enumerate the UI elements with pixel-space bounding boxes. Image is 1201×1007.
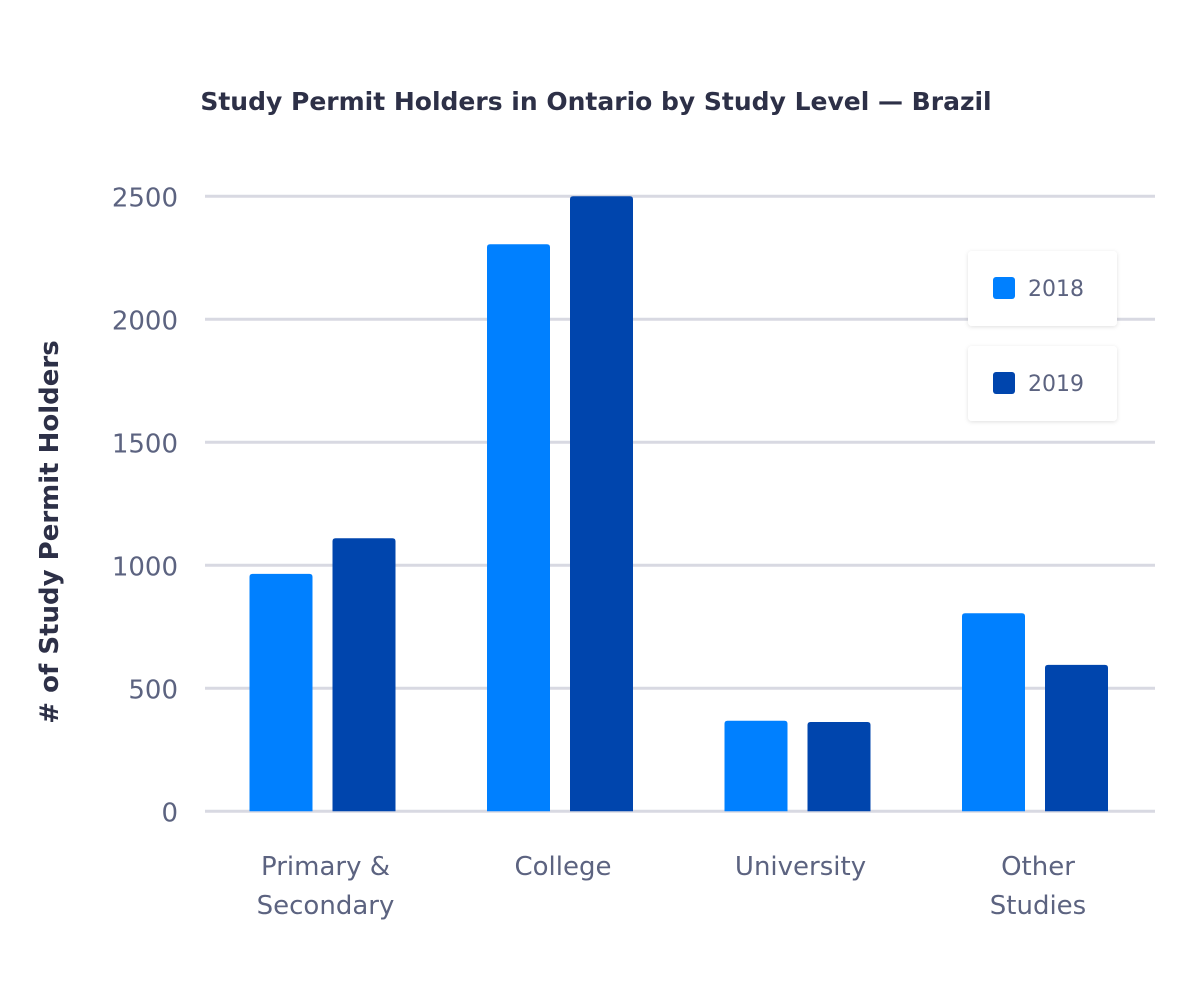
legend-label: 2019 (1028, 372, 1084, 397)
x-tick-label: Primary & (261, 852, 390, 882)
x-tick-label: College (514, 852, 611, 882)
legend-box-2018 (968, 251, 1117, 326)
legend: 2018 2019 (968, 251, 1117, 421)
x-tick-label: Other (1001, 852, 1075, 882)
bar-2018-3 (962, 613, 1025, 812)
bar-2018-1 (487, 244, 550, 812)
chart-title: Study Permit Holders in Ontario by Study… (200, 87, 991, 116)
y-tick-label: 0 (161, 798, 178, 828)
y-tick-label: 2000 (112, 306, 178, 336)
bar-2018-2 (724, 720, 788, 812)
bars (249, 196, 1108, 812)
y-tick-label: 1500 (112, 429, 178, 459)
bar-2019-2 (807, 722, 871, 812)
bar-2019-1 (570, 196, 633, 812)
x-tick-label: University (735, 852, 866, 882)
legend-label: 2018 (1028, 277, 1084, 302)
y-axis-label: # of Study Permit Holders (35, 340, 65, 723)
legend-box-2019 (968, 346, 1117, 421)
y-tick-label: 2500 (112, 183, 178, 213)
legend-swatch-2018 (993, 277, 1015, 299)
y-tick-label: 500 (128, 675, 178, 705)
x-tick-labels: Primary & Secondary College University Other… (257, 852, 1087, 921)
y-tick-labels: 0 500 1000 1500 2000 2500 (112, 183, 178, 828)
bar-2018-0 (249, 573, 313, 812)
y-tick-label: 1000 (112, 552, 178, 582)
bar-2019-0 (332, 538, 396, 812)
bar-2019-3 (1045, 664, 1108, 812)
legend-swatch-2019 (993, 372, 1015, 394)
x-tick-label: Studies (990, 891, 1086, 921)
x-tick-label: Secondary (257, 891, 395, 921)
